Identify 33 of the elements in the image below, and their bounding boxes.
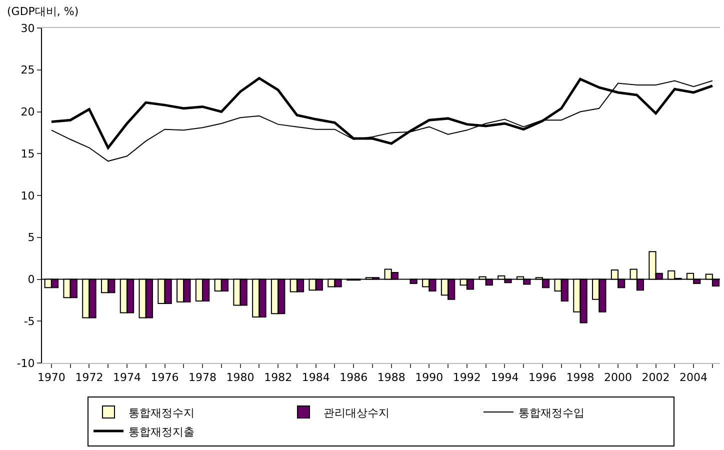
x-tick-label: 1996 [528, 371, 556, 384]
y-tick-label: 5 [28, 231, 35, 244]
y-tick-label: 30 [20, 22, 35, 35]
y-tick-label: 25 [20, 64, 35, 77]
legend-label: 통합재정수입 [518, 406, 584, 420]
x-tick-label: 1990 [415, 371, 444, 384]
x-tick-label: 1970 [37, 371, 66, 384]
y-tick-label: 20 [20, 106, 35, 119]
x-tick-label: 2002 [642, 371, 670, 384]
x-tick-label: 1988 [377, 371, 406, 384]
x-tick-label: 1978 [188, 371, 217, 384]
x-tick-label: 2000 [604, 371, 632, 384]
legend-label: 관리대상수지 [324, 406, 390, 420]
y-tick-label: -5 [24, 314, 35, 328]
x-tick-label: 1982 [264, 371, 292, 384]
x-tick-label: 1972 [75, 371, 104, 384]
x-tick-label: 1992 [452, 371, 481, 384]
legend-label: 통합재정지출 [128, 425, 194, 438]
y-axis-title: (GDP대비, %) [7, 5, 79, 18]
y-tick-label: -10 [16, 356, 35, 370]
x-tick-label: 1984 [302, 371, 330, 384]
x-tick-label: 1986 [340, 371, 368, 384]
y-tick-label: 0 [28, 273, 35, 286]
x-tick-label: 1980 [226, 371, 254, 384]
line-series [50, 80, 713, 162]
y-tick-label: 15 [20, 147, 35, 160]
x-tick-label: 1974 [112, 371, 141, 384]
x-tick-label: 1994 [490, 371, 519, 384]
x-tick-label: 1998 [566, 371, 594, 384]
y-tick-label: 10 [20, 189, 35, 202]
legend-label: 통합재정수지 [128, 406, 194, 420]
x-tick-label: 1976 [150, 371, 179, 384]
x-tick-label: 2004 [680, 371, 708, 384]
